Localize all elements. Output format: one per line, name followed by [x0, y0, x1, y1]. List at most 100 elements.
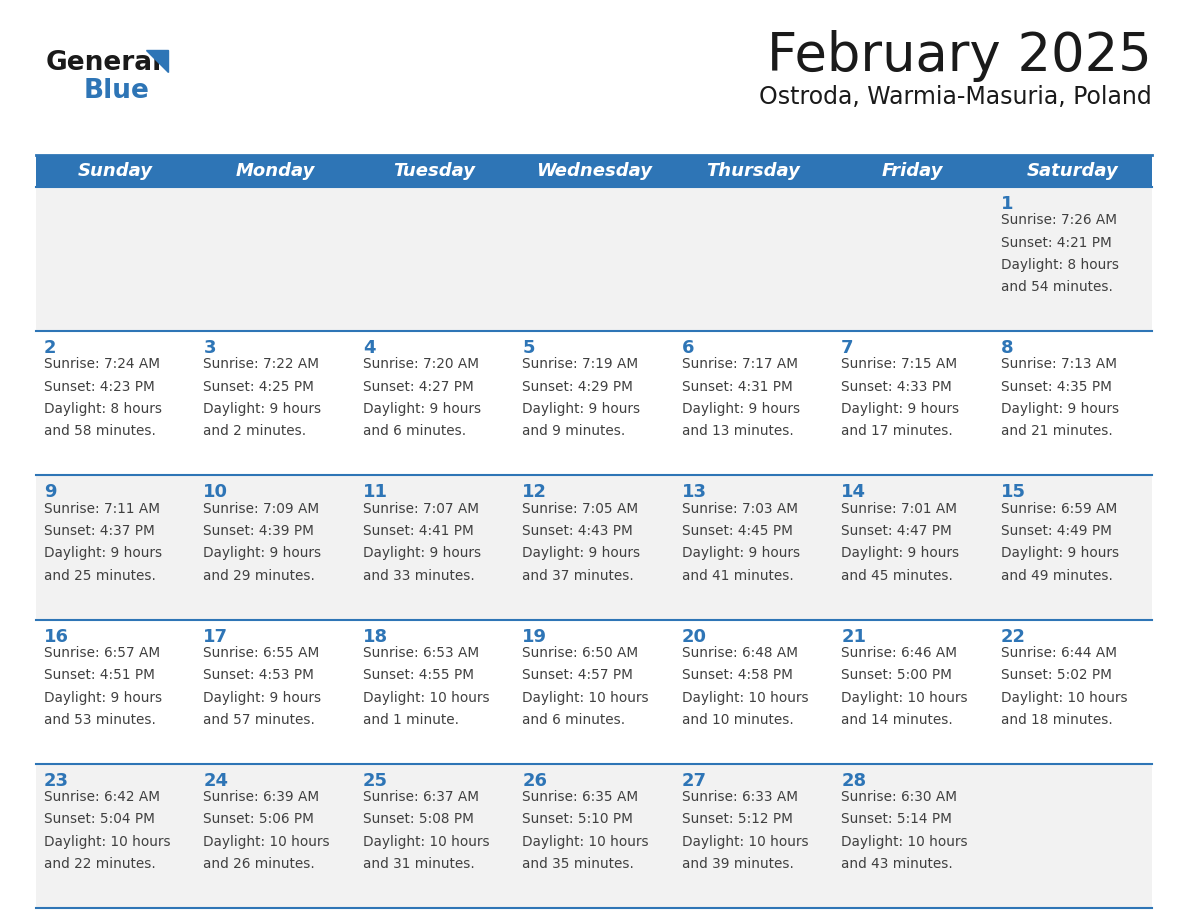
Bar [36, 764, 1152, 908]
Text: and 22 minutes.: and 22 minutes. [44, 857, 156, 871]
Text: Sunset: 4:21 PM: Sunset: 4:21 PM [1000, 236, 1111, 250]
Text: 13: 13 [682, 484, 707, 501]
Text: and 54 minutes.: and 54 minutes. [1000, 280, 1112, 295]
Text: 28: 28 [841, 772, 866, 789]
Text: Sunset: 4:25 PM: Sunset: 4:25 PM [203, 380, 315, 394]
Text: Sunrise: 6:35 AM: Sunrise: 6:35 AM [523, 790, 638, 804]
Text: Daylight: 9 hours: Daylight: 9 hours [1000, 546, 1119, 560]
Text: Sunset: 5:08 PM: Sunset: 5:08 PM [362, 812, 474, 826]
Polygon shape [146, 50, 168, 72]
Text: Daylight: 9 hours: Daylight: 9 hours [362, 402, 481, 416]
Text: Ostroda, Warmia-Masuria, Poland: Ostroda, Warmia-Masuria, Poland [759, 85, 1152, 109]
Text: Sunset: 4:55 PM: Sunset: 4:55 PM [362, 668, 474, 682]
Bar [196, 155, 355, 187]
Text: Sunset: 5:04 PM: Sunset: 5:04 PM [44, 812, 154, 826]
Text: Monday: Monday [235, 162, 315, 180]
Text: Sunrise: 6:57 AM: Sunrise: 6:57 AM [44, 645, 160, 660]
Text: 18: 18 [362, 628, 388, 645]
Bar [36, 620, 1152, 764]
Text: Daylight: 10 hours: Daylight: 10 hours [682, 834, 808, 849]
Text: Daylight: 9 hours: Daylight: 9 hours [523, 546, 640, 560]
Text: Sunset: 4:31 PM: Sunset: 4:31 PM [682, 380, 792, 394]
Text: Sunrise: 7:15 AM: Sunrise: 7:15 AM [841, 357, 958, 372]
Text: and 17 minutes.: and 17 minutes. [841, 424, 953, 439]
Text: Sunrise: 7:09 AM: Sunrise: 7:09 AM [203, 501, 320, 516]
Text: Sunrise: 6:42 AM: Sunrise: 6:42 AM [44, 790, 160, 804]
Text: Sunrise: 6:59 AM: Sunrise: 6:59 AM [1000, 501, 1117, 516]
Text: 26: 26 [523, 772, 548, 789]
Text: Sunrise: 6:30 AM: Sunrise: 6:30 AM [841, 790, 958, 804]
Text: and 31 minutes.: and 31 minutes. [362, 857, 475, 871]
Text: 16: 16 [44, 628, 69, 645]
Text: 15: 15 [1000, 484, 1025, 501]
Text: Sunset: 5:02 PM: Sunset: 5:02 PM [1000, 668, 1112, 682]
Text: Sunrise: 7:13 AM: Sunrise: 7:13 AM [1000, 357, 1117, 372]
Text: 23: 23 [44, 772, 69, 789]
Text: Sunrise: 6:53 AM: Sunrise: 6:53 AM [362, 645, 479, 660]
Text: 4: 4 [362, 339, 375, 357]
Bar [36, 155, 196, 187]
Text: and 45 minutes.: and 45 minutes. [841, 568, 953, 583]
Text: 11: 11 [362, 484, 387, 501]
Text: 17: 17 [203, 628, 228, 645]
Text: Sunset: 4:29 PM: Sunset: 4:29 PM [523, 380, 633, 394]
Text: and 39 minutes.: and 39 minutes. [682, 857, 794, 871]
Text: Sunrise: 7:01 AM: Sunrise: 7:01 AM [841, 501, 958, 516]
Text: Daylight: 9 hours: Daylight: 9 hours [523, 402, 640, 416]
Text: Daylight: 10 hours: Daylight: 10 hours [362, 834, 489, 849]
Text: Sunrise: 7:17 AM: Sunrise: 7:17 AM [682, 357, 797, 372]
Text: Sunset: 4:23 PM: Sunset: 4:23 PM [44, 380, 154, 394]
Text: 21: 21 [841, 628, 866, 645]
Text: and 53 minutes.: and 53 minutes. [44, 713, 156, 727]
Text: Sunset: 4:41 PM: Sunset: 4:41 PM [362, 524, 474, 538]
Text: 1: 1 [1000, 195, 1013, 213]
Text: Daylight: 10 hours: Daylight: 10 hours [362, 690, 489, 704]
Text: Sunrise: 6:44 AM: Sunrise: 6:44 AM [1000, 645, 1117, 660]
Text: Sunset: 4:57 PM: Sunset: 4:57 PM [523, 668, 633, 682]
Text: and 2 minutes.: and 2 minutes. [203, 424, 307, 439]
Bar [514, 155, 674, 187]
Text: Daylight: 9 hours: Daylight: 9 hours [841, 546, 959, 560]
Text: Sunrise: 7:11 AM: Sunrise: 7:11 AM [44, 501, 160, 516]
Text: Sunset: 4:33 PM: Sunset: 4:33 PM [841, 380, 952, 394]
Text: Daylight: 9 hours: Daylight: 9 hours [841, 402, 959, 416]
Text: Daylight: 9 hours: Daylight: 9 hours [203, 690, 322, 704]
Bar [36, 476, 1152, 620]
Text: and 33 minutes.: and 33 minutes. [362, 568, 475, 583]
Text: 20: 20 [682, 628, 707, 645]
Bar [36, 331, 1152, 476]
Text: Sunset: 4:51 PM: Sunset: 4:51 PM [44, 668, 154, 682]
Text: Sunrise: 7:20 AM: Sunrise: 7:20 AM [362, 357, 479, 372]
Text: and 35 minutes.: and 35 minutes. [523, 857, 634, 871]
Text: 9: 9 [44, 484, 57, 501]
Text: Daylight: 10 hours: Daylight: 10 hours [682, 690, 808, 704]
Text: and 25 minutes.: and 25 minutes. [44, 568, 156, 583]
Text: Daylight: 10 hours: Daylight: 10 hours [44, 834, 171, 849]
Text: and 26 minutes.: and 26 minutes. [203, 857, 315, 871]
Text: 19: 19 [523, 628, 548, 645]
Text: Daylight: 9 hours: Daylight: 9 hours [682, 402, 800, 416]
Text: Sunset: 4:47 PM: Sunset: 4:47 PM [841, 524, 952, 538]
Text: and 10 minutes.: and 10 minutes. [682, 713, 794, 727]
Text: Sunset: 5:10 PM: Sunset: 5:10 PM [523, 812, 633, 826]
Text: Sunrise: 6:39 AM: Sunrise: 6:39 AM [203, 790, 320, 804]
Bar [36, 187, 1152, 331]
Bar [674, 155, 833, 187]
Text: Sunset: 4:39 PM: Sunset: 4:39 PM [203, 524, 315, 538]
Text: 22: 22 [1000, 628, 1025, 645]
Text: Sunset: 4:45 PM: Sunset: 4:45 PM [682, 524, 792, 538]
Text: and 6 minutes.: and 6 minutes. [362, 424, 466, 439]
Text: and 1 minute.: and 1 minute. [362, 713, 459, 727]
Text: and 49 minutes.: and 49 minutes. [1000, 568, 1112, 583]
Text: 25: 25 [362, 772, 387, 789]
Text: Thursday: Thursday [707, 162, 801, 180]
Text: Daylight: 9 hours: Daylight: 9 hours [203, 402, 322, 416]
Text: Sunrise: 6:50 AM: Sunrise: 6:50 AM [523, 645, 638, 660]
Text: Sunrise: 6:55 AM: Sunrise: 6:55 AM [203, 645, 320, 660]
Text: 7: 7 [841, 339, 854, 357]
Text: 3: 3 [203, 339, 216, 357]
Text: Daylight: 9 hours: Daylight: 9 hours [44, 546, 162, 560]
Bar [992, 155, 1152, 187]
Text: Sunset: 4:37 PM: Sunset: 4:37 PM [44, 524, 154, 538]
Text: Daylight: 8 hours: Daylight: 8 hours [1000, 258, 1119, 272]
